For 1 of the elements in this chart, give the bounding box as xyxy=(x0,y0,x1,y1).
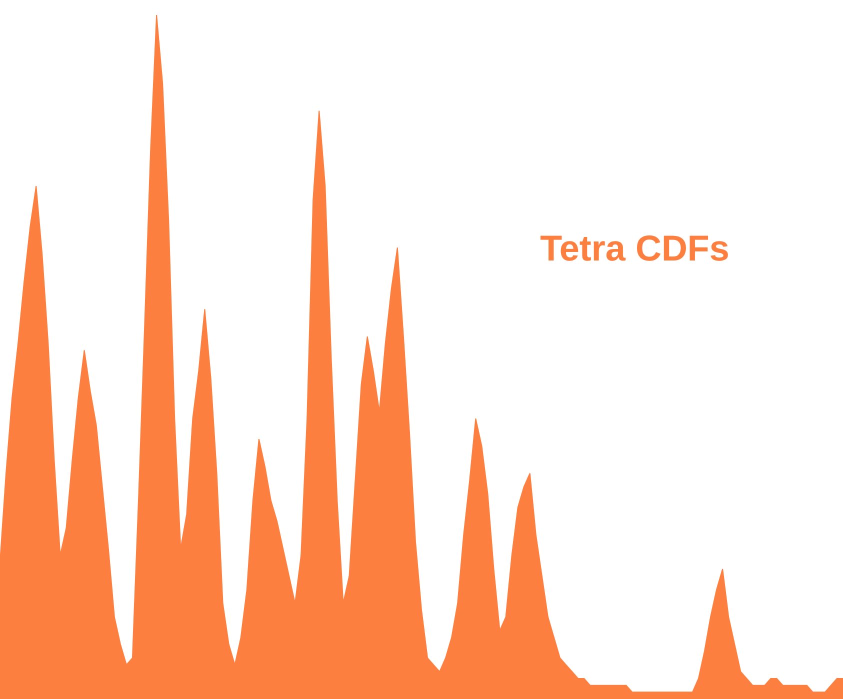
text: Tetra CDFs xyxy=(540,228,730,269)
